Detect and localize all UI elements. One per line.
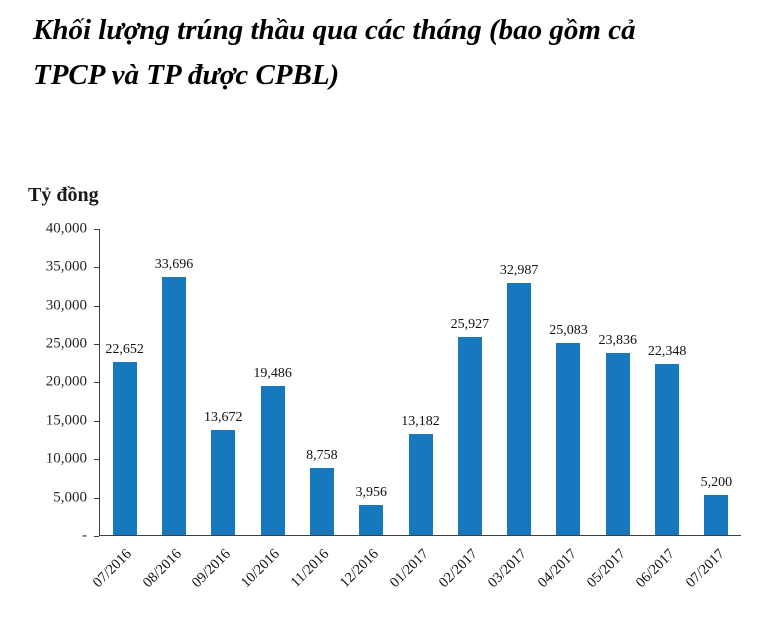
y-tick-mark	[94, 535, 99, 537]
plot-area: 22,652 33,696 13,672 19,486 8,758 3,956 13,182…	[99, 228, 741, 536]
y-tick-mark	[94, 267, 99, 269]
chart-title: Khối lượng trúng thầu qua các tháng (bao…	[33, 8, 733, 98]
bar	[359, 504, 384, 535]
y-tick-label: 5,000	[53, 489, 87, 505]
bar-value-label: 23,836	[598, 332, 638, 348]
bar	[112, 361, 137, 535]
y-tick-label: 30,000	[45, 297, 87, 314]
bar-value-label: 33,696	[154, 257, 194, 273]
bar-value-label: 3,956	[355, 484, 387, 500]
bar	[655, 363, 680, 535]
bar	[309, 467, 334, 535]
x-tick-slot: 11/2016	[288, 536, 346, 608]
bar-value-label: 13,672	[204, 410, 243, 426]
y-tick-mark	[94, 228, 99, 230]
bar-group: 23,836	[593, 229, 642, 535]
bar	[507, 282, 532, 535]
x-tick-slot: 07/2016	[90, 536, 148, 608]
y-tick-mark	[94, 305, 99, 307]
bar-group: 3,956	[347, 229, 396, 535]
x-tick-slot: 09/2016	[189, 536, 247, 608]
x-tick-slot: 12/2016	[337, 536, 395, 608]
bar-value-label: 32,987	[499, 262, 539, 278]
y-tick-label: -	[82, 527, 87, 544]
bar-group: 19,486	[248, 229, 297, 535]
bar-value-label: 19,486	[253, 365, 292, 381]
y-tick-mark	[94, 344, 99, 345]
x-tick-slot: 04/2017	[535, 536, 593, 608]
x-tick-slot: 02/2017	[436, 536, 494, 608]
x-tick-slot: 10/2016	[238, 536, 296, 608]
bar	[161, 277, 186, 535]
bar-group: 25,083	[544, 229, 593, 535]
bar-group: 33,696	[149, 229, 198, 535]
bar	[408, 434, 433, 535]
bar-chart: 40,000 35,000 30,000 25,000 20,000 15,000 10,0…	[25, 220, 765, 608]
chart-title-line1: Khối lượng trúng thầu qua các tháng (bao…	[33, 14, 636, 46]
bar-value-label: 5,200	[700, 475, 733, 491]
y-axis-unit-label: Tỷ đồng	[28, 183, 99, 206]
x-tick-slot: 08/2016	[139, 536, 197, 608]
bar-value-label: 8,758	[306, 447, 338, 463]
bar-group: 5,200	[692, 229, 741, 535]
bar-value-label: 22,348	[647, 343, 687, 359]
y-tick-mark	[94, 420, 99, 422]
y-tick-label: 35,000	[45, 258, 87, 275]
y-tick-label: 15,000	[45, 412, 87, 429]
report-page: Khối lượng trúng thầu qua các tháng (bao…	[0, 8, 765, 625]
bar	[704, 495, 729, 535]
chart-title-line2: TPCP và TP được CPBL)	[33, 58, 340, 91]
bar-group: 32,987	[495, 229, 544, 535]
bar	[260, 385, 285, 535]
bar-group: 22,652	[100, 229, 149, 535]
x-tick-slot: 07/2017	[683, 536, 741, 608]
y-tick-label: 20,000	[45, 373, 87, 390]
bar	[457, 336, 482, 535]
y-tick-mark	[94, 459, 99, 461]
y-tick-label: 25,000	[45, 335, 87, 352]
y-axis: 40,000 35,000 30,000 25,000 20,000 15,000 10,0…	[25, 220, 99, 543]
bar	[211, 430, 236, 535]
y-tick-mark	[94, 497, 99, 499]
bar-group: 13,182	[396, 229, 445, 535]
bar-value-label: 22,652	[105, 341, 144, 357]
y-tick-label: 10,000	[45, 450, 87, 467]
y-tick-mark	[94, 382, 99, 384]
axis-corner	[25, 536, 99, 608]
x-tick-slot: 05/2017	[584, 536, 642, 608]
bar-group: 8,758	[297, 229, 346, 535]
x-tick-slot: 01/2017	[386, 536, 444, 608]
bar-value-label: 25,927	[450, 316, 490, 332]
bar-group: 13,672	[199, 229, 248, 535]
y-tick-label: 40,000	[45, 220, 87, 237]
bar	[605, 352, 630, 535]
bar	[556, 343, 581, 535]
bar-group: 25,927	[445, 229, 494, 535]
bar-value-label: 25,083	[549, 323, 588, 338]
bar-group: 22,348	[642, 229, 691, 535]
bar-value-label: 13,182	[401, 414, 440, 430]
x-axis: 07/2016 08/2016 09/2016 10/2016 11/2016 12/20…	[90, 536, 741, 608]
x-tick-slot: 06/2017	[633, 536, 691, 608]
x-tick-slot: 03/2017	[485, 536, 543, 608]
